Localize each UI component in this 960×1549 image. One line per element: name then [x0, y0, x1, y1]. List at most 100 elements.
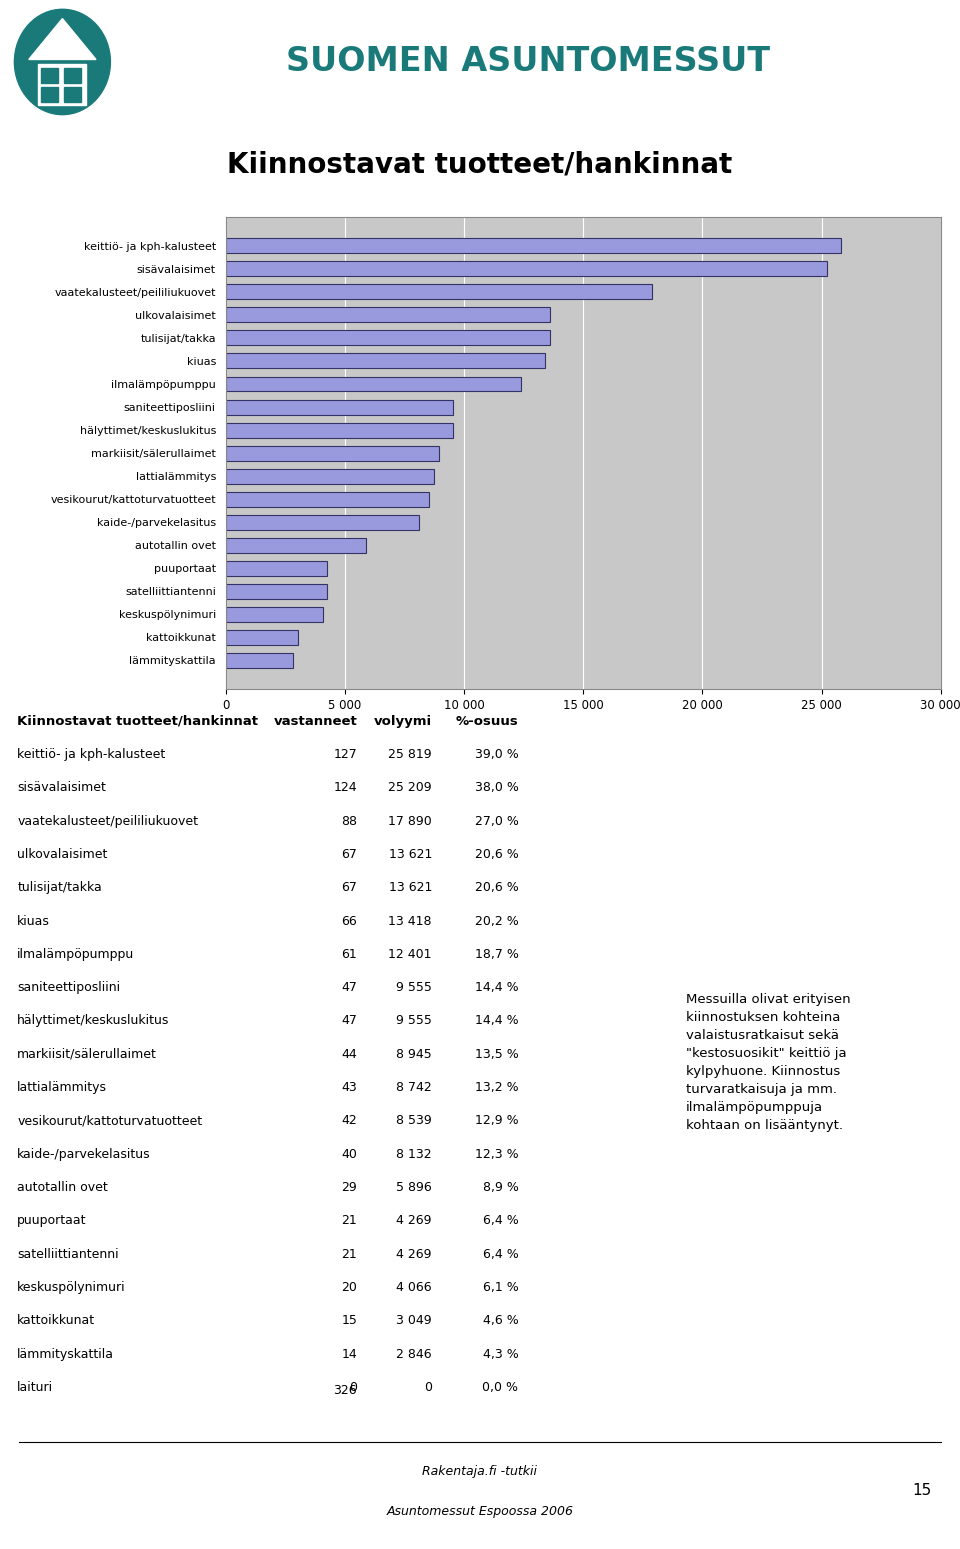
- Bar: [226, 262, 827, 276]
- Text: 9 555: 9 555: [396, 981, 432, 994]
- Text: hälyttimet/keskuslukitus: hälyttimet/keskuslukitus: [17, 1015, 170, 1027]
- Text: 8 132: 8 132: [396, 1148, 432, 1160]
- Text: 14,4 %: 14,4 %: [475, 981, 518, 994]
- Text: 4 269: 4 269: [396, 1248, 432, 1261]
- Text: 47: 47: [341, 981, 357, 994]
- Text: 0: 0: [424, 1382, 432, 1394]
- Text: 44: 44: [342, 1047, 357, 1061]
- Text: 3 049: 3 049: [396, 1315, 432, 1327]
- Text: autotallin ovet: autotallin ovet: [17, 1180, 108, 1194]
- Bar: [226, 607, 323, 621]
- Text: 17 890: 17 890: [388, 815, 432, 827]
- Text: lämmityskattila: lämmityskattila: [17, 1348, 114, 1360]
- Text: 8 945: 8 945: [396, 1047, 432, 1061]
- Text: 40: 40: [341, 1148, 357, 1160]
- Polygon shape: [38, 65, 86, 105]
- Text: 4,3 %: 4,3 %: [483, 1348, 518, 1360]
- Text: keskuspölynimuri: keskuspölynimuri: [17, 1281, 126, 1293]
- Text: 4,6 %: 4,6 %: [483, 1315, 518, 1327]
- Text: 13,2 %: 13,2 %: [475, 1081, 518, 1094]
- Text: SUOMEN ASUNTOMESSUT: SUOMEN ASUNTOMESSUT: [286, 45, 770, 79]
- Text: 21: 21: [342, 1214, 357, 1227]
- Text: 20: 20: [341, 1281, 357, 1293]
- Text: 2 846: 2 846: [396, 1348, 432, 1360]
- Text: markiisit/sälerullaimet: markiisit/sälerullaimet: [17, 1047, 157, 1061]
- Text: 8 539: 8 539: [396, 1114, 432, 1128]
- Bar: [226, 652, 294, 668]
- Text: satelliittiantenni: satelliittiantenni: [17, 1248, 119, 1261]
- Text: 67: 67: [341, 881, 357, 894]
- Text: sisävalaisimet: sisävalaisimet: [17, 781, 107, 795]
- Bar: [226, 376, 521, 392]
- Polygon shape: [41, 87, 58, 102]
- Text: 127: 127: [333, 748, 357, 761]
- Text: 9 555: 9 555: [396, 1015, 432, 1027]
- Text: 4 066: 4 066: [396, 1281, 432, 1293]
- Text: vesikourut/kattoturvatuotteet: vesikourut/kattoturvatuotteet: [17, 1114, 203, 1128]
- Text: kaide-/parvekelasitus: kaide-/parvekelasitus: [17, 1148, 151, 1160]
- Text: 8,9 %: 8,9 %: [483, 1180, 518, 1194]
- Text: 20,2 %: 20,2 %: [474, 914, 518, 928]
- Polygon shape: [29, 19, 96, 59]
- Text: 12,3 %: 12,3 %: [475, 1148, 518, 1160]
- Text: 14: 14: [342, 1348, 357, 1360]
- Bar: [226, 491, 429, 507]
- Bar: [226, 584, 327, 599]
- Bar: [226, 330, 550, 345]
- Text: 6,1 %: 6,1 %: [483, 1281, 518, 1293]
- Text: Kiinnostavat tuotteet/hankinnat: Kiinnostavat tuotteet/hankinnat: [17, 714, 258, 728]
- Text: 15: 15: [341, 1315, 357, 1327]
- Text: lattialämmitys: lattialämmitys: [17, 1081, 108, 1094]
- Text: 20,6 %: 20,6 %: [474, 847, 518, 861]
- Text: 39,0 %: 39,0 %: [474, 748, 518, 761]
- Text: 29: 29: [342, 1180, 357, 1194]
- Text: 14,4 %: 14,4 %: [475, 1015, 518, 1027]
- Text: 25 819: 25 819: [389, 748, 432, 761]
- Text: ulkovalaisimet: ulkovalaisimet: [17, 847, 108, 861]
- Bar: [226, 285, 652, 299]
- Polygon shape: [64, 87, 81, 102]
- Text: 326: 326: [333, 1385, 357, 1397]
- Text: Kiinnostavat tuotteet/hankinnat: Kiinnostavat tuotteet/hankinnat: [228, 150, 732, 178]
- Text: 47: 47: [341, 1015, 357, 1027]
- Text: 15: 15: [912, 1484, 931, 1498]
- Text: laituri: laituri: [17, 1382, 54, 1394]
- Bar: [226, 469, 434, 483]
- Bar: [226, 239, 841, 254]
- Text: 4 269: 4 269: [396, 1214, 432, 1227]
- Text: 25 209: 25 209: [389, 781, 432, 795]
- Text: 18,7 %: 18,7 %: [474, 948, 518, 960]
- Text: 27,0 %: 27,0 %: [474, 815, 518, 827]
- Text: tulisijat/takka: tulisijat/takka: [17, 881, 102, 894]
- Text: 12 401: 12 401: [389, 948, 432, 960]
- Text: 20,6 %: 20,6 %: [474, 881, 518, 894]
- Polygon shape: [41, 68, 58, 84]
- Text: 42: 42: [342, 1114, 357, 1128]
- Bar: [226, 514, 420, 530]
- Text: volyymi: volyymi: [373, 714, 432, 728]
- Text: 5 896: 5 896: [396, 1180, 432, 1194]
- Text: 61: 61: [342, 948, 357, 960]
- Text: ilmalämpöpumppu: ilmalämpöpumppu: [17, 948, 134, 960]
- Text: Asuntomessut Espoossa 2006: Asuntomessut Espoossa 2006: [387, 1506, 573, 1518]
- Text: 13 621: 13 621: [389, 847, 432, 861]
- Bar: [226, 307, 550, 322]
- Text: 13 418: 13 418: [389, 914, 432, 928]
- Text: 88: 88: [341, 815, 357, 827]
- Text: 43: 43: [342, 1081, 357, 1094]
- Bar: [226, 630, 299, 644]
- Text: saniteettiposliini: saniteettiposliini: [17, 981, 120, 994]
- Bar: [226, 423, 453, 437]
- Text: 13 621: 13 621: [389, 881, 432, 894]
- Bar: [226, 353, 545, 369]
- Text: %-osuus: %-osuus: [456, 714, 518, 728]
- Text: 6,4 %: 6,4 %: [483, 1214, 518, 1227]
- Text: 124: 124: [333, 781, 357, 795]
- Ellipse shape: [14, 9, 110, 115]
- Text: Rakentaja.fi -tutkii: Rakentaja.fi -tutkii: [422, 1465, 538, 1478]
- Text: vaatekalusteet/peililiukuovet: vaatekalusteet/peililiukuovet: [17, 815, 199, 827]
- Text: 21: 21: [342, 1248, 357, 1261]
- Text: 8 742: 8 742: [396, 1081, 432, 1094]
- Text: 13,5 %: 13,5 %: [474, 1047, 518, 1061]
- Text: 0: 0: [349, 1382, 357, 1394]
